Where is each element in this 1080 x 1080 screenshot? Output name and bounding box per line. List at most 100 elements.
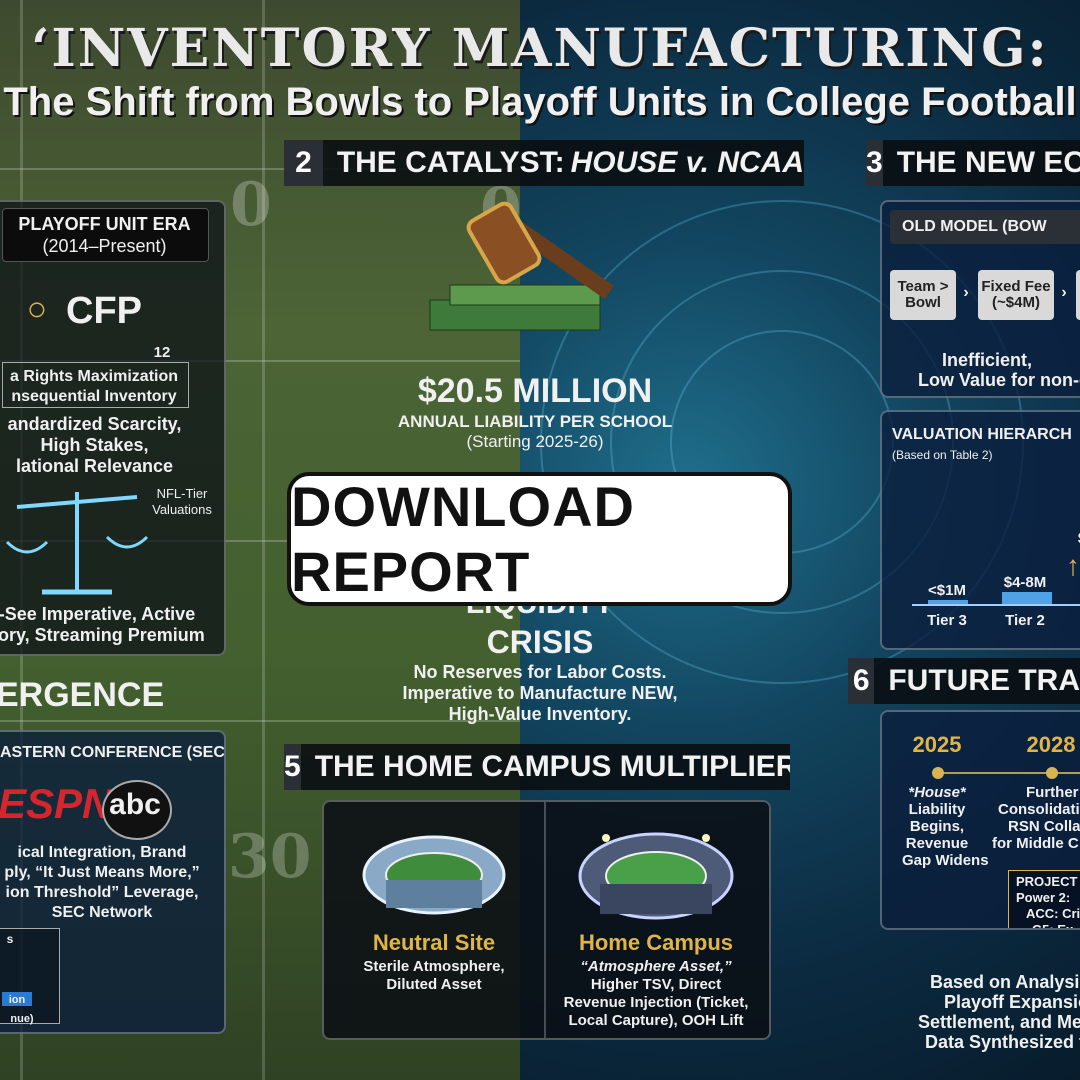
section-header-future: 6 FUTURE TRA xyxy=(848,658,1080,704)
old-model-note-2: Low Value for non-c xyxy=(918,370,1080,390)
home-campus-desc: Higher TSV, Direct xyxy=(590,976,722,993)
chevron-right-icon: › xyxy=(963,284,969,301)
footer-line: Based on Analysis xyxy=(930,972,1080,992)
future-panel: 2025 2028 *House* Liability Begins, Reve… xyxy=(880,710,1080,930)
imperative-line-2: tory, Streaming Premium xyxy=(0,625,205,645)
projection-text: G5: Ex xyxy=(1032,922,1074,930)
page-subtitle: The Shift from Bowls to Playoff Units in… xyxy=(3,80,1077,124)
tier2-bar xyxy=(1002,592,1052,604)
section-label: THE CATALYST: xyxy=(336,146,565,179)
neutral-site-desc: Diluted Asset xyxy=(386,976,482,993)
cfp-logo: CFP xyxy=(66,290,142,332)
tier3-label: Tier 3 xyxy=(927,612,967,629)
liability-label: ANNUAL LIABILITY PER SCHOOL xyxy=(397,412,673,431)
valuation-header: VALUATION HIERARCH xyxy=(892,426,1072,443)
playoff-count: 12 xyxy=(153,344,171,361)
nfl-tier-label: Valuations xyxy=(152,502,212,517)
crisis-desc-1: No Reserves for Labor Costs. xyxy=(413,662,667,682)
arrow-up-icon: ↑ xyxy=(1066,550,1080,581)
yard-number: 0 xyxy=(230,170,272,240)
home-campus-desc: “Atmosphere Asset,” xyxy=(580,958,732,975)
old-model-step xyxy=(1076,270,1080,320)
timeline-2028-text: for Middle C xyxy=(992,835,1079,852)
sec-header: ASTERN CONFERENCE (SEC) xyxy=(0,744,226,761)
tier3-bar xyxy=(928,600,968,604)
chevron-right-icon: › xyxy=(1061,284,1067,301)
old-model-header: OLD MODEL (BOW xyxy=(902,218,1047,235)
playoff-era-header: PLAYOFF UNIT ERA xyxy=(18,214,191,234)
home-campus-title: Home Campus xyxy=(578,930,734,955)
section-label: THE HOME CAMPUS MULTIPLIER xyxy=(314,750,790,783)
playoff-bullet-1: andardized Scarcity, xyxy=(7,414,182,434)
rights-line-1: a Rights Maximization xyxy=(9,368,179,385)
section-header-new-economics: 3 THE NEW EC xyxy=(866,140,1080,186)
liability-amount: $20.5 MILLION xyxy=(417,372,653,410)
timeline-2028-text: Consolidati xyxy=(998,801,1080,818)
neutral-stadium-icon xyxy=(362,835,506,915)
section-number: 6 xyxy=(848,658,875,704)
old-model-note-1: Inefficient, xyxy=(942,350,1033,370)
section-number: 3 xyxy=(866,140,883,186)
convergence-heading: ERGENCE xyxy=(0,676,165,714)
playoff-era-panel: PLAYOFF UNIT ERA (2014–Present) ○ CFP 12… xyxy=(0,200,226,656)
sec-line-2: ply, “It Just Means More,” xyxy=(4,864,200,881)
crisis-desc-2: Imperative to Manufacture NEW, xyxy=(402,683,678,703)
section-header-home-campus: 5 THE HOME CAMPUS MULTIPLIER xyxy=(284,744,790,790)
timeline-2025-text: *House* xyxy=(908,784,966,801)
section-header-catalyst: 2 THE CATALYST: HOUSE v. NCAA xyxy=(284,140,804,186)
home-campus-desc: Revenue Injection (Ticket, xyxy=(563,994,749,1011)
download-report-button[interactable]: DOWNLOAD REPORT xyxy=(287,472,792,606)
footer-line: Data Synthesized f xyxy=(925,1032,1080,1052)
crisis-label: CRISIS xyxy=(486,624,594,660)
espn-logo: ESPN xyxy=(0,780,113,827)
playoff-bullet-3: lational Relevance xyxy=(15,456,174,476)
tier2-value: $4-8M xyxy=(1003,574,1047,591)
old-model-step: Team > Bowl xyxy=(890,270,956,320)
sec-line-4: SEC Network xyxy=(51,904,153,921)
playoff-bullet-2: High Stakes, xyxy=(40,435,149,455)
timeline-dot xyxy=(1046,767,1058,779)
section-label-italic: HOUSE v. NCAA xyxy=(570,146,804,179)
home-stadium-icon xyxy=(578,832,734,920)
tier1-value: $ xyxy=(1072,530,1080,548)
playoff-era-years: (2014–Present) xyxy=(42,236,167,256)
imperative-line-1: -See Imperative, Active xyxy=(0,604,196,624)
sec-fragment: ion xyxy=(8,994,26,1006)
section-label: FUTURE TRA xyxy=(888,664,1080,697)
projection-text: Power 2: xyxy=(1016,890,1071,905)
timeline-year: 2028 xyxy=(1026,732,1076,757)
sec-line-3: ion Threshold” Leverage, xyxy=(5,884,199,901)
footer-line: Settlement, and Med xyxy=(918,1012,1080,1032)
projection-text: ACC: Cri xyxy=(1026,906,1080,921)
nfl-tier-label: NFL-Tier xyxy=(156,486,208,501)
neutral-site-desc: Sterile Atmosphere, xyxy=(363,958,505,975)
projection-text: PROJECT xyxy=(1016,874,1078,889)
home-campus-panel: Neutral Site Sterile Atmosphere, Diluted… xyxy=(322,800,771,1040)
rights-line-2: nsequential Inventory xyxy=(11,388,177,405)
sec-fragment: nue) xyxy=(10,1013,34,1025)
timeline-2025-text: Gap Widens xyxy=(902,852,989,869)
old-model-step: Fixed Fee (~$4M) xyxy=(978,270,1054,320)
gavel-icon xyxy=(429,201,614,331)
home-campus-desc: Local Capture), OOH Lift xyxy=(568,1012,744,1029)
timeline-2025-text: Begins, xyxy=(909,818,965,835)
valuation-panel: VALUATION HIERARCH (Based on Table 2) <$… xyxy=(880,410,1080,650)
neutral-site-title: Neutral Site xyxy=(372,930,496,955)
yard-number: 30 xyxy=(228,822,312,892)
section-label: THE NEW EC xyxy=(896,146,1080,179)
timeline-dot xyxy=(932,767,944,779)
abc-logo: abc xyxy=(109,788,161,821)
scales-icon xyxy=(5,492,149,595)
tier3-value: <$1M xyxy=(928,582,966,599)
sec-fragment: s xyxy=(6,932,14,946)
valuation-source: (Based on Table 2) xyxy=(892,448,993,462)
timeline-2025-text: Revenue xyxy=(905,835,969,852)
footer-line: Playoff Expansio xyxy=(944,992,1080,1012)
crisis-desc-3: High-Value Inventory. xyxy=(448,704,632,724)
section-number: 5 xyxy=(284,744,301,790)
cfp-logo-icon: ○ xyxy=(26,290,48,328)
timeline-year: 2025 xyxy=(912,732,962,757)
page-title: ‘INVENTORY MANUFACTURING: xyxy=(31,18,1049,79)
timeline-2025-text: Liability xyxy=(908,801,966,818)
sec-line-1: ical Integration, Brand xyxy=(17,844,187,861)
